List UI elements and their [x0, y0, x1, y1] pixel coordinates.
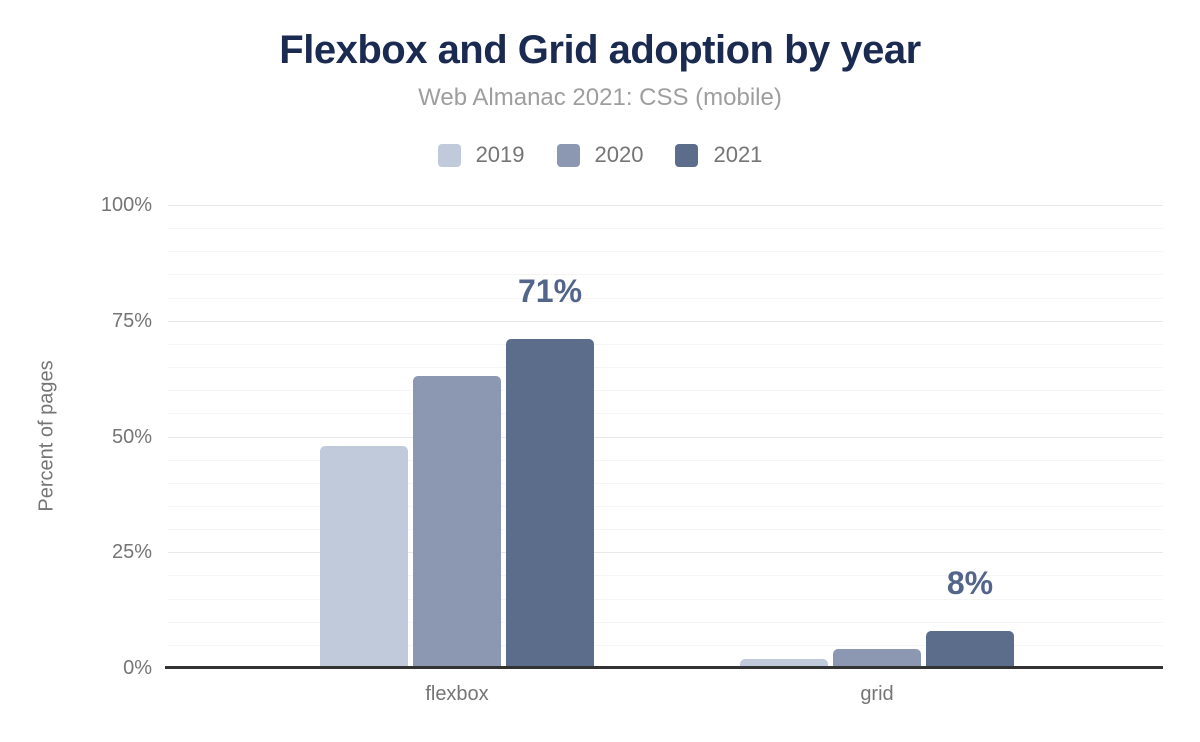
gridline-60 — [168, 390, 1163, 392]
gridline-5 — [168, 644, 1163, 646]
bar-flexbox-2020 — [413, 376, 501, 668]
legend-swatch-2021 — [675, 143, 699, 167]
bar-flexbox-2019 — [320, 445, 408, 668]
gridline-25 — [168, 552, 1163, 554]
legend-label-2019: 2019 — [475, 142, 525, 167]
legend-item-2020: 2020 — [556, 142, 644, 168]
y-tick-100: 100% — [100, 194, 152, 216]
data-label-flexbox-2021: 71% — [517, 273, 583, 310]
x-category-label: grid — [860, 683, 894, 705]
data-label-grid-2021: 8% — [946, 564, 994, 601]
gridline-55 — [168, 413, 1163, 415]
bar-grid-2020 — [833, 649, 921, 668]
legend-item-2021: 2021 — [675, 142, 762, 168]
gridline-85 — [168, 274, 1163, 276]
x-axis-line — [165, 666, 1163, 669]
plot-area: flexbox grid 71% 8% — [165, 205, 1163, 705]
gridline-20 — [168, 575, 1163, 577]
gridline-50 — [168, 436, 1163, 438]
gridline-10 — [168, 621, 1163, 623]
y-tick-0: 0% — [123, 657, 152, 679]
bar-grid-2021 — [926, 630, 1014, 668]
gridline-40 — [168, 482, 1163, 484]
gridline-65 — [168, 367, 1163, 369]
legend-swatch-2020 — [556, 143, 580, 167]
legend-item-2019: 2019 — [437, 142, 525, 168]
gridline-70 — [168, 343, 1163, 345]
gridline-30 — [168, 529, 1163, 531]
chart-title: Flexbox and Grid adoption by year — [279, 28, 921, 72]
gridline-95 — [168, 228, 1163, 230]
legend: 2019 2020 2021 — [0, 142, 1200, 168]
legend-label-2020: 2020 — [594, 142, 644, 167]
legend-label-2021: 2021 — [713, 142, 763, 167]
legend-swatch-2019 — [437, 143, 461, 167]
gridline-45 — [168, 459, 1163, 461]
gridline-35 — [168, 505, 1163, 507]
bar-grid-2019 — [740, 658, 828, 668]
bar-flexbox-2021 — [506, 339, 594, 668]
gridline-80 — [168, 297, 1163, 299]
gridline-90 — [168, 251, 1163, 253]
y-tick-50: 50% — [111, 425, 152, 448]
chart-subtitle: Web Almanac 2021: CSS (mobile) — [418, 84, 782, 111]
y-tick-75: 75% — [111, 309, 152, 332]
gridline-100 — [168, 205, 1163, 206]
x-category-label: flexbox — [425, 683, 489, 705]
gridline-15 — [168, 598, 1163, 600]
y-tick-25: 25% — [111, 541, 152, 564]
gridline-75 — [168, 320, 1163, 322]
